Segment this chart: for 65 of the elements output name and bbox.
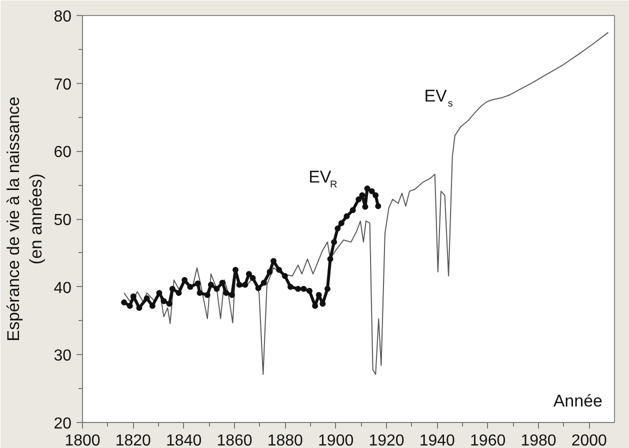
y-tick-label: 80: [54, 8, 72, 26]
point: [228, 292, 235, 298]
x-tick-label: 1940: [419, 432, 456, 448]
point: [144, 295, 150, 302]
x-tick-label: 1980: [520, 432, 556, 448]
point: [331, 239, 338, 246]
point: [136, 304, 142, 311]
point: [242, 282, 248, 288]
point: [236, 282, 242, 288]
point: [260, 280, 267, 286]
point: [375, 203, 382, 210]
x-tick-label: 1820: [115, 432, 152, 448]
point: [121, 299, 128, 306]
point: [334, 226, 341, 232]
point: [208, 282, 214, 288]
y-tick-label: 20: [54, 416, 72, 432]
point: [232, 266, 239, 273]
y-tick-label: 40: [54, 280, 72, 297]
point: [324, 286, 330, 292]
point: [300, 286, 307, 292]
x-tick-label: 1800: [64, 432, 100, 448]
point: [276, 266, 282, 273]
point: [372, 192, 379, 198]
point: [255, 285, 262, 292]
point: [250, 275, 256, 282]
point: [187, 284, 194, 290]
point: [368, 188, 375, 194]
point: [338, 220, 344, 226]
y-tick-label: 70: [54, 76, 72, 94]
point: [364, 185, 370, 192]
point: [223, 290, 230, 296]
point: [344, 213, 350, 220]
point: [282, 272, 288, 279]
x-tick-label: 1860: [216, 432, 252, 448]
point: [214, 286, 220, 292]
x-axis-title: Année: [553, 392, 603, 410]
point: [176, 290, 182, 296]
point: [219, 280, 226, 286]
point: [149, 302, 156, 309]
point: [266, 268, 273, 275]
point: [166, 300, 172, 307]
point: [126, 302, 133, 309]
line-series: [124, 32, 609, 375]
point: [356, 196, 362, 202]
x-tick-label: 1900: [318, 432, 354, 448]
y-tick-label: 50: [54, 212, 72, 229]
x-tick-label: 2000: [571, 432, 608, 448]
point: [295, 286, 302, 292]
point: [160, 298, 167, 304]
y-tick-label: 30: [54, 348, 72, 365]
point: [362, 204, 368, 210]
point: [287, 284, 294, 290]
point: [196, 290, 203, 296]
x-tick-label: 1960: [470, 432, 506, 448]
y-tick-label: 60: [54, 144, 72, 162]
point: [194, 280, 201, 286]
x-tick-label: 1920: [368, 432, 404, 448]
point: [204, 292, 210, 298]
point: [306, 288, 312, 294]
x-tick-label: 1840: [166, 432, 202, 448]
point: [327, 256, 334, 262]
point: [169, 286, 176, 292]
x-tick-label: 1880: [267, 432, 304, 448]
point: [350, 207, 356, 214]
y-axis-title: Espérance de vie à la naissance (en années): [4, 96, 46, 342]
